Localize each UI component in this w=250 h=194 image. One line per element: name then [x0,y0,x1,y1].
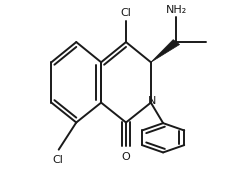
Text: Cl: Cl [120,8,132,18]
Text: Cl: Cl [52,155,63,165]
Polygon shape [151,40,180,62]
Text: O: O [122,152,130,162]
Text: N: N [148,96,156,106]
Text: NH₂: NH₂ [166,5,187,15]
